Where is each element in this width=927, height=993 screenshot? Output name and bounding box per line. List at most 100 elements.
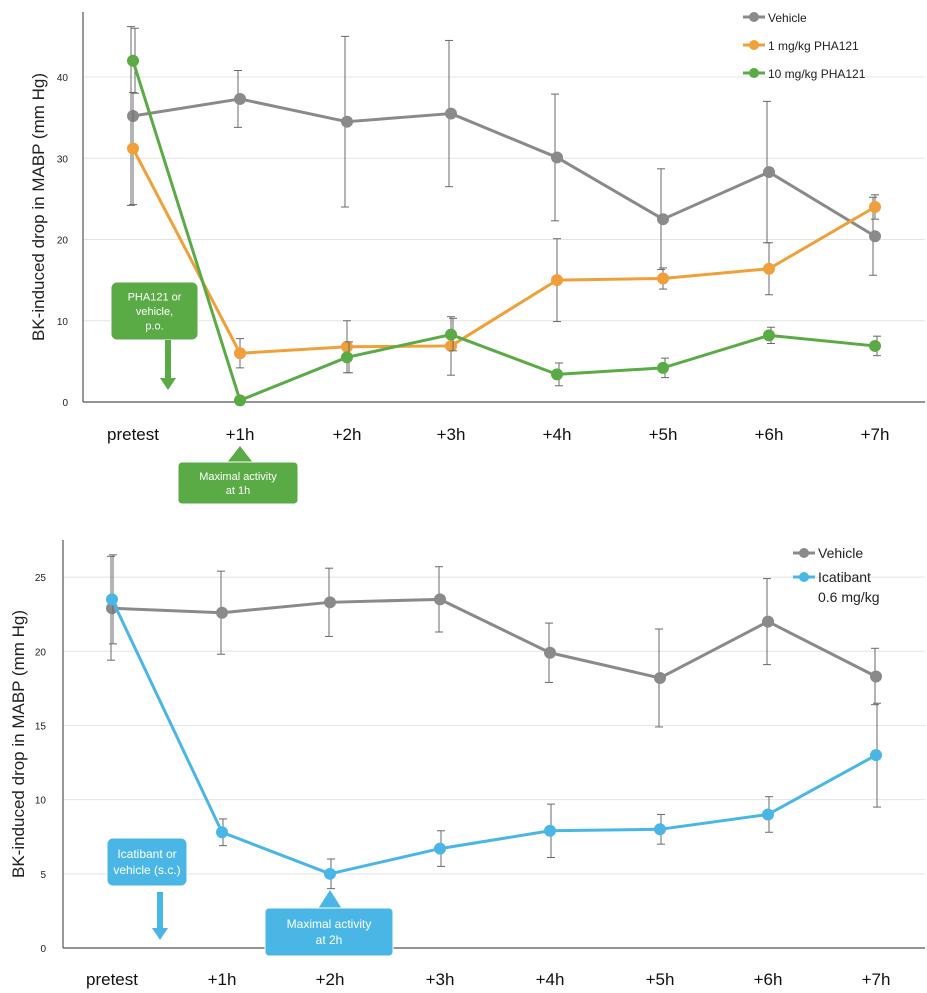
data-point [445,328,457,341]
legend-swatch-marker [749,68,759,78]
series-line [110,598,877,876]
series-1 [127,26,881,276]
data-point [657,272,669,285]
data-point [654,823,666,836]
data-point [869,230,881,243]
data-point [657,361,669,374]
data-point [434,593,446,606]
series-2 [127,91,881,376]
data-point [216,826,228,839]
data-point [127,142,139,155]
series-2 [106,554,882,890]
data-point [445,107,457,120]
series-line [131,147,876,355]
max-callout-text: Maximal activity [287,917,372,931]
data-point [763,262,775,275]
data-point [869,201,881,213]
dose-callout-text: vehicle, [136,306,173,318]
y-tick-label: 20 [57,236,69,247]
data-point [544,824,556,837]
y-tick-label: 30 [57,154,69,165]
y-tick-label: 40 [57,73,69,84]
x-tick-label: +2h [333,425,362,444]
x-tick-label: +1h [226,425,255,444]
annotations: PHA121 or vehicle, p.o. Maximal activity at … [110,281,299,505]
data-point [234,394,246,407]
x-tick-label: +3h [437,425,466,444]
data-point [106,593,118,606]
data-point [445,339,457,352]
max-callout-text: Maximal activity [199,471,277,483]
x-tick-label: +4h [536,970,565,989]
dose-arrow-head [152,928,168,940]
series-3 [127,27,881,407]
data-point [763,329,775,342]
series-line [131,60,876,402]
legend-label: 1 mg/kg PHA121 [768,39,859,53]
data-point [324,867,336,880]
y-axis-label: BK-induced drop in MABP (mm Hg) [9,610,28,878]
max-arrow-head [226,446,254,464]
chart-1: 0 10 20 30 40 BK-induced drop in MABP (mm Hg)… [29,11,925,505]
dose-callout-text: vehicle (s.c.) [113,863,180,877]
legend-label: Icatibant [818,569,871,585]
data-point [551,368,563,381]
dose-arrow-head [160,378,176,390]
y-tick-label: 25 [35,573,47,584]
max-arrow-head [316,890,344,912]
legend-swatch-marker [749,40,759,50]
x-tick-label: +1h [208,970,237,989]
x-tick-label: +5h [646,970,675,989]
x-tick-label: +6h [755,425,784,444]
series-1 [106,555,882,728]
data-point [870,670,882,683]
data-point [551,151,563,164]
dose-callout-text: Icatibant or [117,847,176,861]
legend-label: 10 mg/kg PHA121 [768,67,866,81]
x-tick-label: +2h [316,970,345,989]
y-tick-label: 10 [35,796,47,807]
x-tick-label: +7h [861,425,890,444]
y-tick-label: 10 [57,317,69,328]
annotations: Icatibant or vehicle (s.c.) Maximal activi… [106,837,394,957]
y-tick-label: 15 [35,721,47,732]
data-point [234,92,246,105]
data-point [216,606,228,619]
max-callout-text: at 1h [226,485,250,497]
data-point [762,615,774,628]
max-callout-box [264,907,394,957]
data-point [234,347,246,360]
x-tick-label: +4h [543,425,572,444]
data-point [341,351,353,364]
series-line [111,597,877,680]
y-tick-label: 0 [40,944,46,955]
legend-label: Vehicle [818,545,863,561]
y-tick-label: 0 [62,398,68,409]
dose-arrow-shaft [157,892,163,930]
x-tick-label: pretest [86,970,138,989]
legend: Vehicle 1 mg/kg PHA121 10 mg/kg PHA121 [743,11,866,81]
y-tick-label: 5 [40,870,46,881]
y-axis-label: BK-induced drop in MABP (mm Hg) [29,73,48,341]
data-point [544,646,556,659]
x-tick-label: +5h [649,425,678,444]
legend-swatch-marker [799,572,809,582]
legend: Vehicle Icatibant 0.6 mg/kg [793,545,879,605]
data-point [869,339,881,352]
legend-label: Vehicle [768,11,807,25]
data-point [341,115,353,128]
data-point [127,54,139,67]
data-point [654,671,666,684]
data-point [657,213,669,226]
data-point [763,166,775,179]
data-point [324,596,336,609]
x-tick-label: +3h [426,970,455,989]
max-callout-box [177,461,299,505]
data-point [551,274,563,287]
chart-2: 0 5 10 15 20 25 BK-induced drop in MABP (mm Hg… [9,540,925,989]
data-point [870,749,882,762]
x-tick-label: +6h [754,970,783,989]
series-line [132,97,876,238]
dose-callout-box [106,837,188,887]
